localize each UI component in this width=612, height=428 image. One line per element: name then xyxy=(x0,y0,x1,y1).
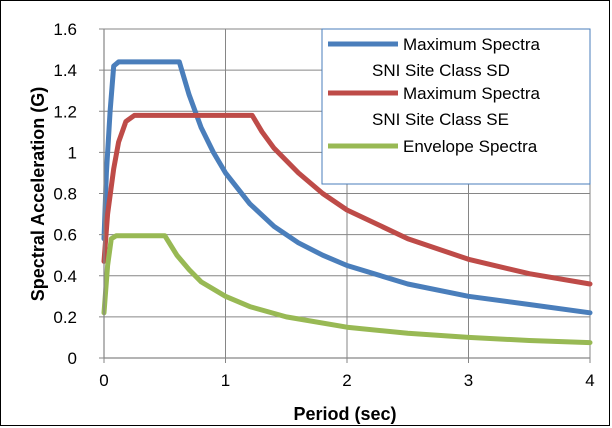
y-tick-label: 0.8 xyxy=(53,185,77,204)
y-tick-label: 0.6 xyxy=(53,226,77,245)
y-tick-label: 1.2 xyxy=(53,102,77,121)
legend-label-envelope: Envelope Spectra xyxy=(403,137,538,156)
y-axis-title: Spectral Acceleration (G) xyxy=(28,87,48,301)
legend-label-sd-line1: Maximum Spectra xyxy=(403,35,541,54)
legend-box xyxy=(321,28,591,185)
y-tick-label: 1 xyxy=(68,143,77,162)
axes: 0 0.2 0.4 0.6 0.8 1 1.2 1.4 1.6 0 1 2 3 4 xyxy=(53,20,594,390)
x-axis-title: Period (sec) xyxy=(293,404,396,424)
y-tick-label: 1.6 xyxy=(53,20,77,39)
series-lines xyxy=(101,59,593,346)
series-line-2 xyxy=(101,233,593,346)
x-tick-label: 1 xyxy=(221,371,230,390)
y-tick-label: 1.4 xyxy=(53,61,77,80)
series-line-0 xyxy=(101,59,593,316)
y-tick-label: 0 xyxy=(68,349,77,368)
y-tick-label: 0.2 xyxy=(53,308,77,327)
x-tick-label: 0 xyxy=(99,371,108,390)
x-tick-label: 4 xyxy=(585,371,594,390)
legend-label-sd-line2: SNI Site Class SD xyxy=(372,61,510,80)
x-tick-label: 2 xyxy=(342,371,351,390)
series-line-1 xyxy=(101,112,593,287)
y-tick-label: 0.4 xyxy=(53,267,77,286)
x-tick-label: 3 xyxy=(464,371,473,390)
legend-label-se-line1: Maximum Spectra xyxy=(403,84,541,103)
legend-label-se-line2: SNI Site Class SE xyxy=(372,110,509,129)
legend: Maximum Spectra SNI Site Class SD Maximu… xyxy=(321,28,591,185)
